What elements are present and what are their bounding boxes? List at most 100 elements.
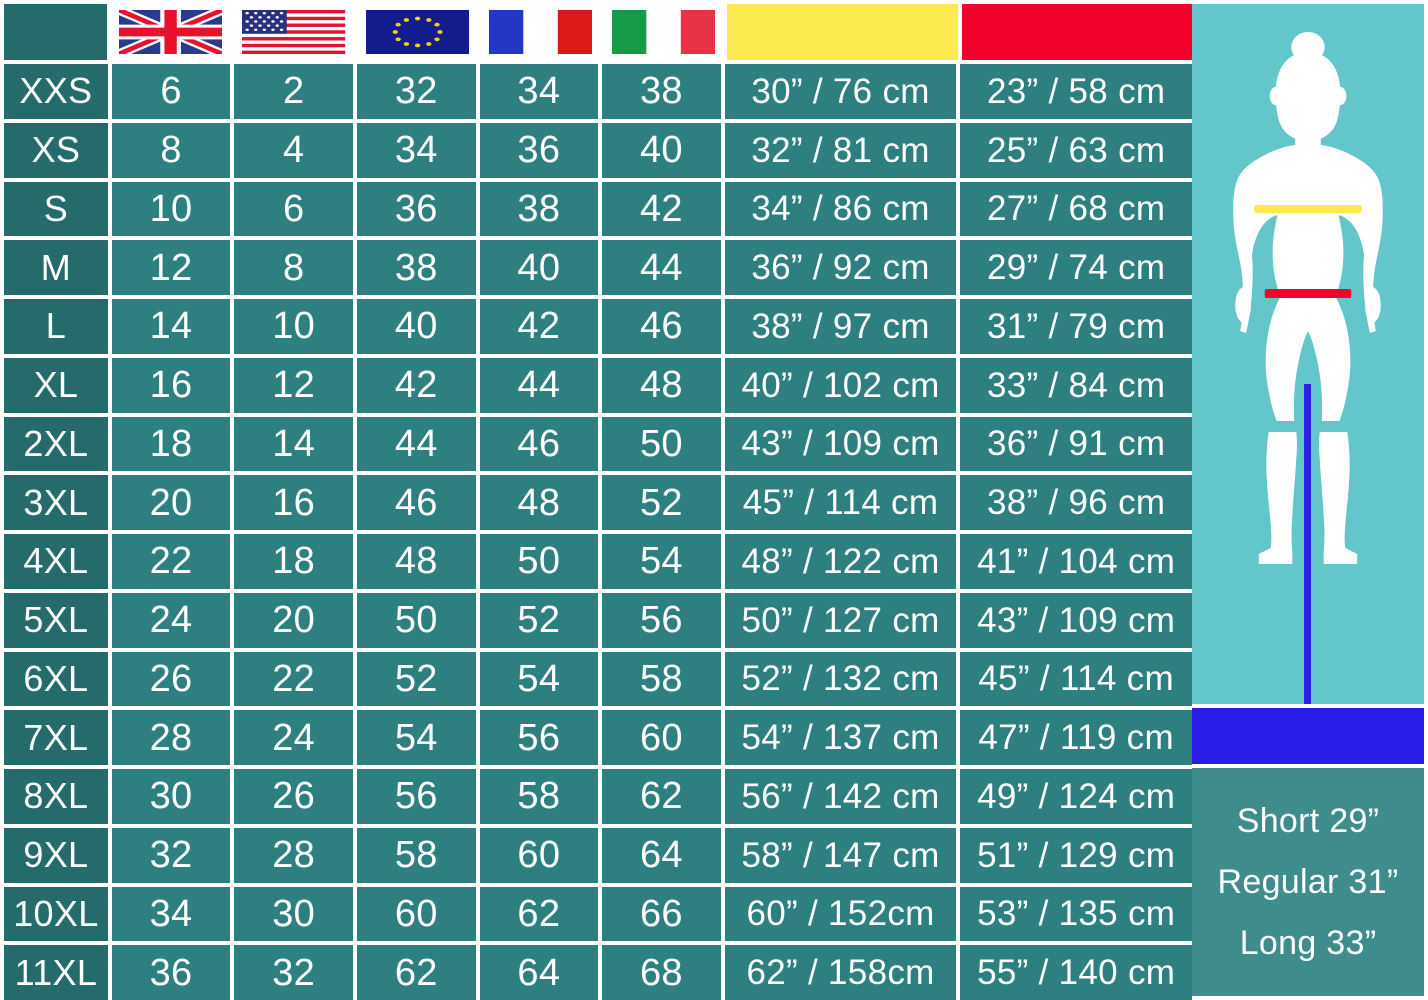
cell-us: 28	[234, 827, 353, 883]
cell-it: 56	[602, 592, 721, 648]
cell-bust: 38” / 97 cm	[724, 299, 957, 354]
cell-waist: 27” / 68 cm	[960, 181, 1192, 237]
cell-uk: 8	[111, 122, 231, 178]
cell-it: 40	[602, 122, 721, 178]
legend-item-short: Short 29”	[1236, 801, 1380, 840]
cell-it: 52	[602, 475, 721, 530]
cell-fr: 46	[479, 416, 599, 472]
cell-it: 62	[602, 769, 721, 824]
cell-waist: 38” / 96 cm	[960, 475, 1192, 530]
cell-uk: 28	[111, 710, 231, 765]
cell-waist: 51” / 129 cm	[960, 827, 1192, 883]
cell-us: 8	[234, 240, 353, 295]
cell-waist: 33” / 84 cm	[960, 357, 1192, 413]
size-label-cell: M	[4, 240, 108, 295]
cell-us: 20	[234, 592, 353, 648]
cell-eu: 38	[356, 240, 476, 295]
cell-fr: 60	[479, 827, 599, 883]
cell-uk: 34	[111, 886, 231, 942]
uk-flag-icon	[111, 4, 230, 60]
cell-waist: 55” / 140 cm	[960, 945, 1192, 1000]
cell-bust: 48” / 122 cm	[724, 534, 957, 589]
cell-bust: 32” / 81 cm	[724, 122, 957, 178]
cell-fr: 44	[479, 357, 599, 413]
cell-uk: 10	[111, 181, 231, 237]
table-row: 10XL 34 30 60 62 66 60” / 152cm 53” / 135 cm	[4, 886, 1192, 942]
table-row: 5XL 24 20 50 52 56 50” / 127 cm 43” / 109 cm	[4, 592, 1192, 648]
cell-bust: 40” / 102 cm	[724, 357, 957, 413]
cell-it: 54	[602, 534, 721, 589]
cell-uk: 16	[111, 357, 231, 413]
cell-uk: 22	[111, 534, 231, 589]
cell-waist: 49” / 124 cm	[960, 769, 1192, 824]
cell-us: 22	[234, 651, 353, 707]
cell-it: 60	[602, 710, 721, 765]
cell-us: 30	[234, 886, 353, 942]
size-label-cell: 6XL	[4, 651, 108, 707]
table-row: M 12 8 38 40 44 36” / 92 cm 29” / 74 cm	[4, 240, 1192, 295]
cell-bust: 45” / 114 cm	[724, 475, 957, 530]
table-row: L 14 10 40 42 46 38” / 97 cm 31” / 79 cm	[4, 299, 1192, 354]
cell-fr: 64	[479, 945, 599, 1000]
cell-us: 4	[234, 122, 353, 178]
inseam-color-swatch	[1192, 708, 1424, 764]
cell-it: 50	[602, 416, 721, 472]
table-row: 11XL 36 32 62 64 68 62” / 158cm 55” / 140 cm	[4, 945, 1192, 1000]
cell-fr: 40	[479, 240, 599, 295]
size-label-cell: 10XL	[4, 886, 108, 942]
cell-waist: 41” / 104 cm	[960, 534, 1192, 589]
cell-waist: 43” / 109 cm	[960, 592, 1192, 648]
cell-bust: 30” / 76 cm	[724, 64, 957, 119]
cell-us: 18	[234, 534, 353, 589]
cell-fr: 50	[479, 534, 599, 589]
cell-bust: 50” / 127 cm	[724, 592, 957, 648]
cell-waist: 25” / 63 cm	[960, 122, 1192, 178]
cell-bust: 56” / 142 cm	[724, 769, 957, 824]
cell-fr: 58	[479, 769, 599, 824]
cell-uk: 20	[111, 475, 231, 530]
cell-uk: 6	[111, 64, 231, 119]
table-row: XXS 6 2 32 34 38 30” / 76 cm 23” / 58 cm	[4, 64, 1192, 119]
table-row: 9XL 32 28 58 60 64 58” / 147 cm 51” / 129 cm	[4, 827, 1192, 883]
cell-eu: 32	[356, 64, 476, 119]
cell-fr: 48	[479, 475, 599, 530]
cell-eu: 56	[356, 769, 476, 824]
cell-bust: 52” / 132 cm	[724, 651, 957, 707]
table-row: 3XL 20 16 46 48 52 45” / 114 cm 38” / 96 cm	[4, 475, 1192, 530]
cell-it: 64	[602, 827, 721, 883]
table-row: XL 16 12 42 44 48 40” / 102 cm 33” / 84 cm	[4, 357, 1192, 413]
cell-it: 58	[602, 651, 721, 707]
cell-fr: 42	[479, 299, 599, 354]
size-label-cell: 7XL	[4, 710, 108, 765]
cell-waist: 23” / 58 cm	[960, 64, 1192, 119]
cell-us: 12	[234, 357, 353, 413]
female-body-silhouette	[1192, 4, 1424, 704]
size-label-cell: 3XL	[4, 475, 108, 530]
size-label-cell: XS	[4, 122, 108, 178]
table-row: S 10 6 36 38 42 34” / 86 cm 27” / 68 cm	[4, 181, 1192, 237]
cell-fr: 62	[479, 886, 599, 942]
table-row: XS 8 4 34 36 40 32” / 81 cm 25” / 63 cm	[4, 122, 1192, 178]
illustration-panel: Short 29” Regular 31” Long 33”	[1192, 0, 1428, 1000]
table-row: 4XL 22 18 48 50 54 48” / 122 cm 41” / 104 cm	[4, 534, 1192, 589]
cell-fr: 56	[479, 710, 599, 765]
cell-bust: 43” / 109 cm	[724, 416, 957, 472]
cell-fr: 36	[479, 122, 599, 178]
cell-uk: 24	[111, 592, 231, 648]
inseam-measure-line	[1304, 384, 1311, 704]
table-row: 2XL 18 14 44 46 50 43” / 109 cm 36” / 91 cm	[4, 416, 1192, 472]
waist-measure-line	[1264, 289, 1352, 298]
table-row: 8XL 30 26 56 58 62 56” / 142 cm 49” / 124 cm	[4, 769, 1192, 824]
table-row: 6XL 26 22 52 54 58 52” / 132 cm 45” / 114 cm	[4, 651, 1192, 707]
waist-color-swatch	[961, 4, 1192, 60]
size-label-cell: 4XL	[4, 534, 108, 589]
size-label-cell: XXS	[4, 64, 108, 119]
cell-bust: 34” / 86 cm	[724, 181, 957, 237]
cell-us: 24	[234, 710, 353, 765]
size-label-cell: 11XL	[4, 945, 108, 1000]
cell-uk: 36	[111, 945, 231, 1000]
france-flag-icon	[481, 4, 600, 60]
cell-us: 32	[234, 945, 353, 1000]
cell-uk: 26	[111, 651, 231, 707]
legend-item-regular: Regular 31”	[1217, 862, 1399, 901]
